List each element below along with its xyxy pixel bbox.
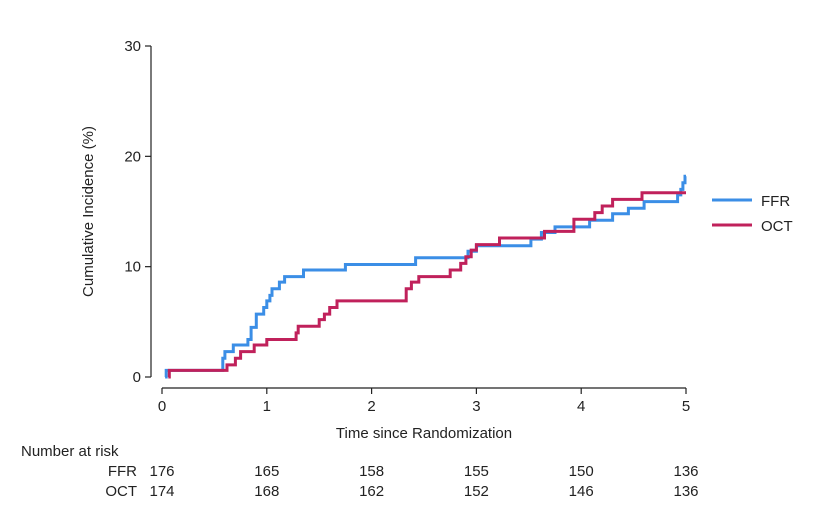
y-tick-label: 20: [124, 148, 141, 165]
x-tick-label: 0: [158, 398, 166, 415]
risk-count: 155: [463, 463, 489, 480]
x-tick-label: 4: [577, 398, 585, 415]
risk-count: 174: [149, 483, 175, 500]
x-tick-label: 3: [472, 398, 480, 415]
legend: FFR OCT: [712, 193, 793, 235]
x-tick-label: 5: [682, 398, 690, 415]
legend-label-ffr: FFR: [761, 193, 790, 210]
y-tick-label: 10: [124, 259, 141, 276]
x-tick-label: 2: [367, 398, 375, 415]
x-ticks: 0 1 2 3 4 5: [158, 388, 690, 415]
risk-count: 136: [673, 483, 699, 500]
x-tick-label: 1: [263, 398, 271, 415]
risk-count: 152: [463, 483, 489, 500]
risk-table-header: Number at risk: [21, 443, 119, 460]
series-line-oct: [167, 191, 686, 379]
x-axis-label: Time since Randomization: [336, 425, 512, 442]
series-lines: [164, 174, 687, 379]
legend-label-oct: OCT: [761, 218, 793, 235]
risk-count: 168: [254, 483, 280, 500]
risk-row-label-ffr: FFR: [107, 463, 137, 480]
y-tick-label: 0: [133, 369, 141, 386]
risk-row-label-oct: OCT: [105, 483, 137, 500]
y-axis-label: Cumulative Incidence (%): [80, 126, 97, 297]
risk-count: 150: [568, 463, 594, 480]
risk-count: 146: [568, 483, 594, 500]
y-ticks: 0 10 20 30: [124, 38, 151, 386]
y-tick-label: 30: [124, 38, 141, 55]
risk-count: 165: [254, 463, 280, 480]
risk-count: 158: [359, 463, 385, 480]
series-line-ffr: [164, 174, 687, 379]
risk-count: 176: [149, 463, 175, 480]
risk-count: 136: [673, 463, 699, 480]
axes: 0 10 20 30 0 1 2 3 4 5: [124, 38, 690, 415]
risk-count: 162: [359, 483, 385, 500]
